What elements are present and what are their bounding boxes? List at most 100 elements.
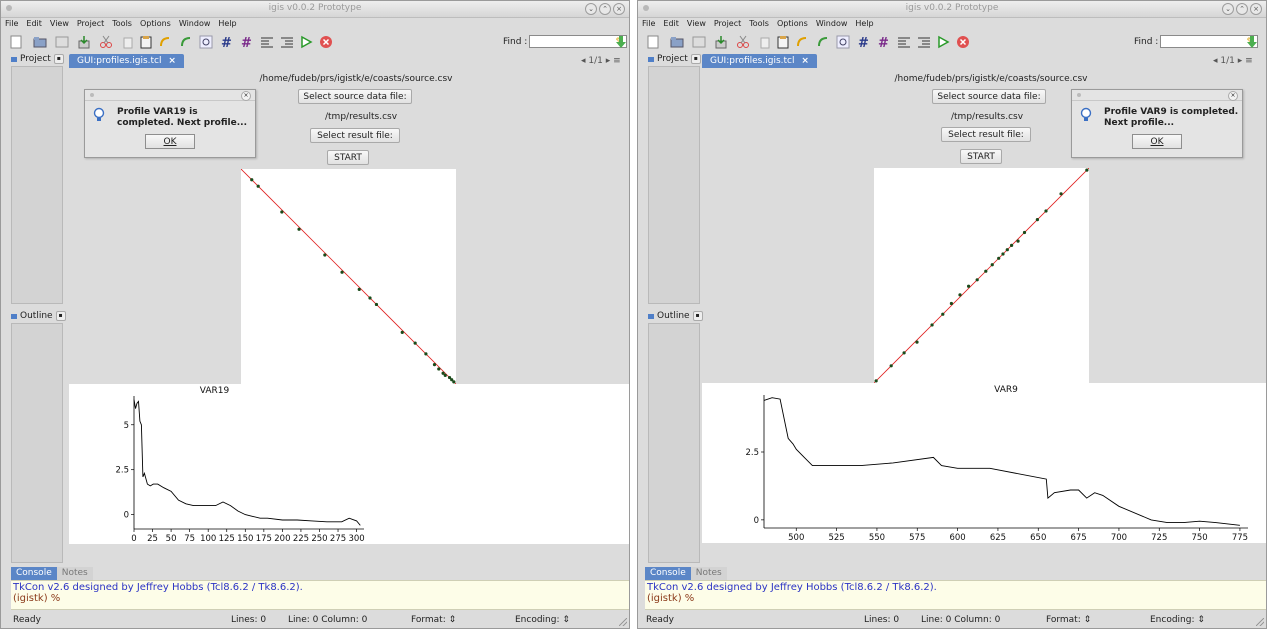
cut-icon[interactable] bbox=[99, 35, 113, 49]
menu-file[interactable]: File bbox=[642, 19, 656, 28]
start-button[interactable]: START bbox=[327, 150, 369, 165]
dialog-titlebar[interactable]: × bbox=[85, 90, 255, 101]
dialog-close-button[interactable]: × bbox=[241, 91, 251, 101]
indent-icon[interactable] bbox=[897, 35, 911, 49]
tab-pager[interactable]: ◂ 1/1 ▸ ≡ bbox=[581, 56, 621, 66]
menu-project[interactable]: Project bbox=[76, 19, 105, 28]
tab-notes[interactable]: Notes bbox=[690, 567, 727, 580]
redo-icon[interactable] bbox=[816, 35, 830, 49]
outline-panel[interactable] bbox=[11, 323, 63, 563]
outdent-icon[interactable] bbox=[917, 35, 931, 49]
tab-console[interactable]: Console bbox=[645, 567, 691, 580]
find-input[interactable]: ✎ bbox=[1160, 35, 1258, 48]
status-encoding[interactable]: Encoding: ⇕ bbox=[515, 615, 570, 625]
find-next-icon[interactable] bbox=[615, 35, 627, 49]
select-source-button[interactable]: Select source data file: bbox=[298, 89, 412, 104]
menu-project[interactable]: Project bbox=[713, 19, 742, 28]
stop-icon[interactable] bbox=[956, 35, 970, 49]
menu-tools[interactable]: Tools bbox=[749, 19, 769, 28]
paste-icon[interactable] bbox=[776, 35, 790, 49]
project-panel[interactable] bbox=[11, 66, 63, 304]
console-prompt[interactable]: (igistk) % bbox=[647, 593, 695, 604]
console-panel[interactable]: TkCon v2.6 designed by Jeffrey Hobbs (Tc… bbox=[11, 580, 629, 610]
cut-icon[interactable] bbox=[736, 35, 750, 49]
menu-edit[interactable]: Edit bbox=[663, 19, 679, 28]
hash-icon[interactable]: # bbox=[857, 35, 871, 49]
start-button[interactable]: START bbox=[960, 149, 1002, 164]
find-input[interactable]: ✎ bbox=[529, 35, 627, 48]
hash-alt-icon[interactable]: # bbox=[240, 35, 254, 49]
project-header[interactable]: Project ▪ bbox=[11, 54, 64, 64]
undo-icon[interactable] bbox=[795, 35, 809, 49]
tab-console[interactable]: Console bbox=[11, 567, 57, 580]
window-menu-icon[interactable] bbox=[6, 5, 12, 11]
find-next-icon[interactable] bbox=[1246, 35, 1258, 49]
dialog-ok-button[interactable]: OK bbox=[1132, 134, 1182, 149]
tab-profiles[interactable]: GUI:profiles.igis.tcl × bbox=[69, 54, 184, 68]
dialog-menu-icon[interactable] bbox=[90, 93, 94, 97]
outline-header[interactable]: Outline ▪ bbox=[11, 311, 66, 321]
find-icon[interactable] bbox=[836, 35, 850, 49]
minimize-button[interactable]: ⌄ bbox=[585, 3, 597, 15]
project-header[interactable]: Project ▪ bbox=[648, 54, 701, 64]
menu-options[interactable]: Options bbox=[139, 19, 171, 28]
copy-icon[interactable] bbox=[758, 35, 772, 49]
hash-icon[interactable]: # bbox=[220, 35, 234, 49]
new-file-icon[interactable] bbox=[9, 35, 23, 49]
project-toggle-button[interactable]: ▪ bbox=[690, 54, 701, 64]
console-prompt[interactable]: (igistk) % bbox=[13, 593, 61, 604]
import-icon[interactable] bbox=[714, 35, 728, 49]
outline-toggle-button[interactable]: ▪ bbox=[55, 311, 66, 321]
menu-window[interactable]: Window bbox=[178, 19, 211, 28]
stop-icon[interactable] bbox=[319, 35, 333, 49]
status-format[interactable]: Format: ⇕ bbox=[411, 615, 457, 625]
dialog-ok-button[interactable]: OK bbox=[145, 134, 195, 149]
menu-file[interactable]: File bbox=[5, 19, 19, 28]
menu-options[interactable]: Options bbox=[776, 19, 808, 28]
tab-pager[interactable]: ◂ 1/1 ▸ ≡ bbox=[1213, 56, 1253, 66]
outline-header[interactable]: Outline ▪ bbox=[648, 311, 703, 321]
menu-view[interactable]: View bbox=[686, 19, 706, 28]
window-menu-icon[interactable] bbox=[643, 5, 649, 11]
project-toggle-button[interactable]: ▪ bbox=[53, 54, 64, 64]
run-icon[interactable] bbox=[936, 35, 950, 49]
open-folder-icon[interactable] bbox=[670, 35, 684, 49]
status-format[interactable]: Format: ⇕ bbox=[1046, 615, 1092, 625]
run-icon[interactable] bbox=[299, 35, 313, 49]
menu-edit[interactable]: Edit bbox=[26, 19, 42, 28]
new-file-icon[interactable] bbox=[646, 35, 660, 49]
paste-icon[interactable] bbox=[139, 35, 153, 49]
select-result-button[interactable]: Select result file: bbox=[310, 128, 400, 143]
dialog-close-button[interactable]: × bbox=[1228, 91, 1238, 101]
undo-icon[interactable] bbox=[158, 35, 172, 49]
close-button[interactable]: × bbox=[613, 3, 625, 15]
menu-view[interactable]: View bbox=[49, 19, 69, 28]
tab-close-icon[interactable]: × bbox=[168, 56, 176, 66]
indent-icon[interactable] bbox=[260, 35, 274, 49]
dialog-menu-icon[interactable] bbox=[1077, 93, 1081, 97]
maximize-button[interactable]: ⌃ bbox=[1236, 3, 1248, 15]
select-source-button[interactable]: Select source data file: bbox=[932, 89, 1046, 104]
tab-notes[interactable]: Notes bbox=[56, 567, 93, 580]
resize-grip-icon[interactable] bbox=[1256, 618, 1264, 626]
menu-window[interactable]: Window bbox=[815, 19, 848, 28]
close-button[interactable]: × bbox=[1250, 3, 1262, 15]
outdent-icon[interactable] bbox=[280, 35, 294, 49]
outline-panel[interactable] bbox=[648, 323, 700, 563]
menu-tools[interactable]: Tools bbox=[112, 19, 132, 28]
title-bar[interactable]: igis v0.0.2 Prototype ⌄ ⌃ × bbox=[1, 1, 629, 18]
redo-icon[interactable] bbox=[179, 35, 193, 49]
save-icon[interactable] bbox=[692, 35, 706, 49]
minimize-button[interactable]: ⌄ bbox=[1222, 3, 1234, 15]
save-icon[interactable] bbox=[55, 35, 69, 49]
tab-profiles[interactable]: GUI:profiles.igis.tcl × bbox=[702, 54, 817, 68]
title-bar[interactable]: igis v0.0.2 Prototype ⌄ ⌃ × bbox=[638, 1, 1266, 18]
resize-grip-icon[interactable] bbox=[619, 618, 627, 626]
import-icon[interactable] bbox=[77, 35, 91, 49]
maximize-button[interactable]: ⌃ bbox=[599, 3, 611, 15]
copy-icon[interactable] bbox=[121, 35, 135, 49]
hash-alt-icon[interactable]: # bbox=[877, 35, 891, 49]
select-result-button[interactable]: Select result file: bbox=[941, 127, 1031, 142]
console-panel[interactable]: TkCon v2.6 designed by Jeffrey Hobbs (Tc… bbox=[645, 580, 1266, 610]
status-encoding[interactable]: Encoding: ⇕ bbox=[1150, 615, 1205, 625]
